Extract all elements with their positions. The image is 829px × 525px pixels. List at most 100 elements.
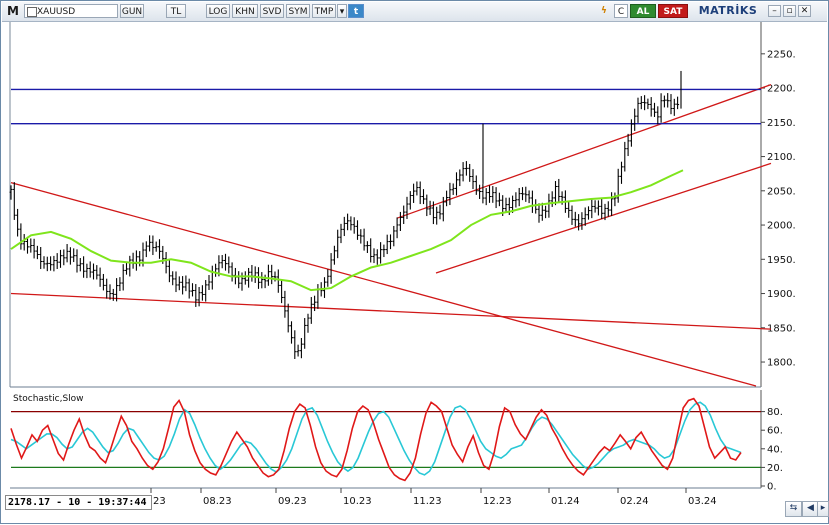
ohlc-bar	[478, 184, 482, 199]
restore-icon[interactable]: ▫	[783, 5, 796, 17]
minimize-icon[interactable]: –	[768, 5, 781, 17]
ohlc-bar	[356, 220, 359, 240]
period-khn-button[interactable]: KHN	[232, 4, 258, 18]
ohlc-bar	[455, 172, 458, 196]
ohlc-bar	[620, 161, 623, 184]
ohlc-bar	[82, 256, 86, 278]
x-tick-label: 23	[153, 496, 166, 507]
ohlc-bar	[19, 223, 23, 250]
price-tick-label: 1800.	[767, 358, 796, 369]
ohlc-bar	[484, 188, 488, 206]
ohlc-bar	[590, 199, 594, 219]
ohlc-bar	[392, 225, 396, 247]
ohlc-bar	[177, 276, 181, 291]
toolbar: M XAUUSD GUN TL LOG KHN SVD SYM TMP ▾ t …	[2, 2, 827, 22]
ohlc-bar	[375, 249, 379, 265]
ohlc-bar	[613, 192, 617, 207]
x-tick-label: 08.23	[203, 496, 232, 507]
dropdown-icon[interactable]: ▾	[337, 4, 347, 18]
ohlc-bar	[158, 239, 161, 259]
ohlc-bar	[313, 295, 317, 312]
symbol-text: XAUUSD	[37, 7, 76, 17]
ohlc-bar	[567, 201, 571, 218]
x-tick-label: 03.24	[688, 496, 717, 507]
ohlc-bar	[207, 275, 211, 291]
ohlc-bar	[610, 192, 614, 216]
ohlc-bar	[339, 223, 343, 244]
ohlc-bar	[603, 203, 607, 221]
stoch-tick-label: 40.	[767, 444, 783, 455]
ohlc-bar	[326, 269, 330, 287]
ohlc-bar	[260, 272, 264, 289]
ohlc-bar	[494, 187, 498, 209]
bolt-icon[interactable]: ϟ	[601, 6, 607, 16]
c-button[interactable]: C	[614, 4, 628, 18]
x-tick-label: 09.23	[278, 496, 307, 507]
trendline[interactable]	[10, 181, 757, 387]
period-gun-button[interactable]: GUN	[120, 4, 144, 18]
ohlc-bar	[405, 196, 409, 220]
price-tick-label: 2250.	[767, 49, 796, 60]
ohlc-bar	[540, 202, 544, 221]
ohlc-bar	[115, 278, 119, 302]
ohlc-bar	[537, 203, 541, 223]
ohlc-bar	[464, 161, 468, 176]
ohlc-bar	[299, 338, 303, 359]
scroll-left-icon[interactable]: ◀	[802, 501, 819, 517]
ohlc-bar	[283, 290, 287, 318]
period-sym-button[interactable]: SYM	[286, 4, 310, 18]
twitter-icon[interactable]: t	[348, 4, 364, 18]
ohlc-bar	[200, 285, 204, 301]
price-tick-label: 2000.	[767, 221, 796, 232]
ohlc-bar	[306, 313, 310, 333]
ohlc-bar	[270, 264, 274, 285]
trendline[interactable]	[435, 162, 772, 274]
trendline[interactable]	[396, 84, 772, 219]
stoch-k-line	[10, 397, 742, 482]
cursor-readout: 2178.17 - 10 - 19:37:44	[5, 495, 152, 510]
ohlc-bar	[224, 253, 227, 271]
mode-label[interactable]: M	[7, 4, 19, 18]
horizontal-levels	[11, 88, 761, 125]
ohlc-bar	[296, 344, 300, 357]
stoch-tick-label: 60.	[767, 426, 783, 437]
ohlc-bar	[154, 241, 158, 252]
ohlc-bar	[580, 212, 584, 230]
ohlc-bar	[12, 182, 16, 220]
ohlc-bar	[557, 178, 561, 202]
ohlc-bar	[118, 277, 122, 292]
ohlc-bar	[554, 181, 557, 206]
scroll-right-icon[interactable]: ▸	[817, 501, 829, 517]
price-tick-label: 1850.	[767, 323, 796, 334]
ohlc-bar	[365, 241, 369, 254]
sync-icon[interactable]: ⇆	[785, 501, 802, 517]
ohlc-bar	[29, 238, 33, 253]
ohlc-bar	[643, 95, 647, 111]
ohlc-bar	[412, 183, 416, 203]
ohlc-bar	[144, 241, 148, 258]
ohlc-bar	[488, 185, 491, 203]
buy-button[interactable]: AL	[630, 4, 656, 18]
price-tick-label: 2150.	[767, 118, 796, 129]
ohlc-bar	[181, 276, 185, 295]
symbol-checkbox[interactable]	[27, 7, 37, 17]
ohlc-bar	[438, 204, 442, 220]
ohlc-bar	[148, 235, 152, 252]
period-tmp-button[interactable]: TMP	[312, 4, 336, 18]
sell-button[interactable]: SAT	[658, 4, 688, 18]
period-svd-button[interactable]: SVD	[260, 4, 284, 18]
ohlc-bar	[659, 93, 663, 123]
ohlc-bar	[461, 162, 465, 182]
ohlc-bar	[629, 119, 633, 147]
ohlc-bar	[497, 192, 501, 207]
trendline[interactable]	[10, 292, 772, 330]
ohlc-bar	[448, 182, 452, 206]
close-icon[interactable]: ✕	[798, 5, 811, 17]
ohlc-bar	[676, 96, 680, 110]
period-log-button[interactable]: LOG	[206, 4, 230, 18]
period-tl-button[interactable]: TL	[166, 4, 186, 18]
trendlines	[10, 84, 772, 387]
ohlc-bar	[342, 216, 346, 237]
symbol-field[interactable]: XAUUSD	[24, 4, 118, 18]
